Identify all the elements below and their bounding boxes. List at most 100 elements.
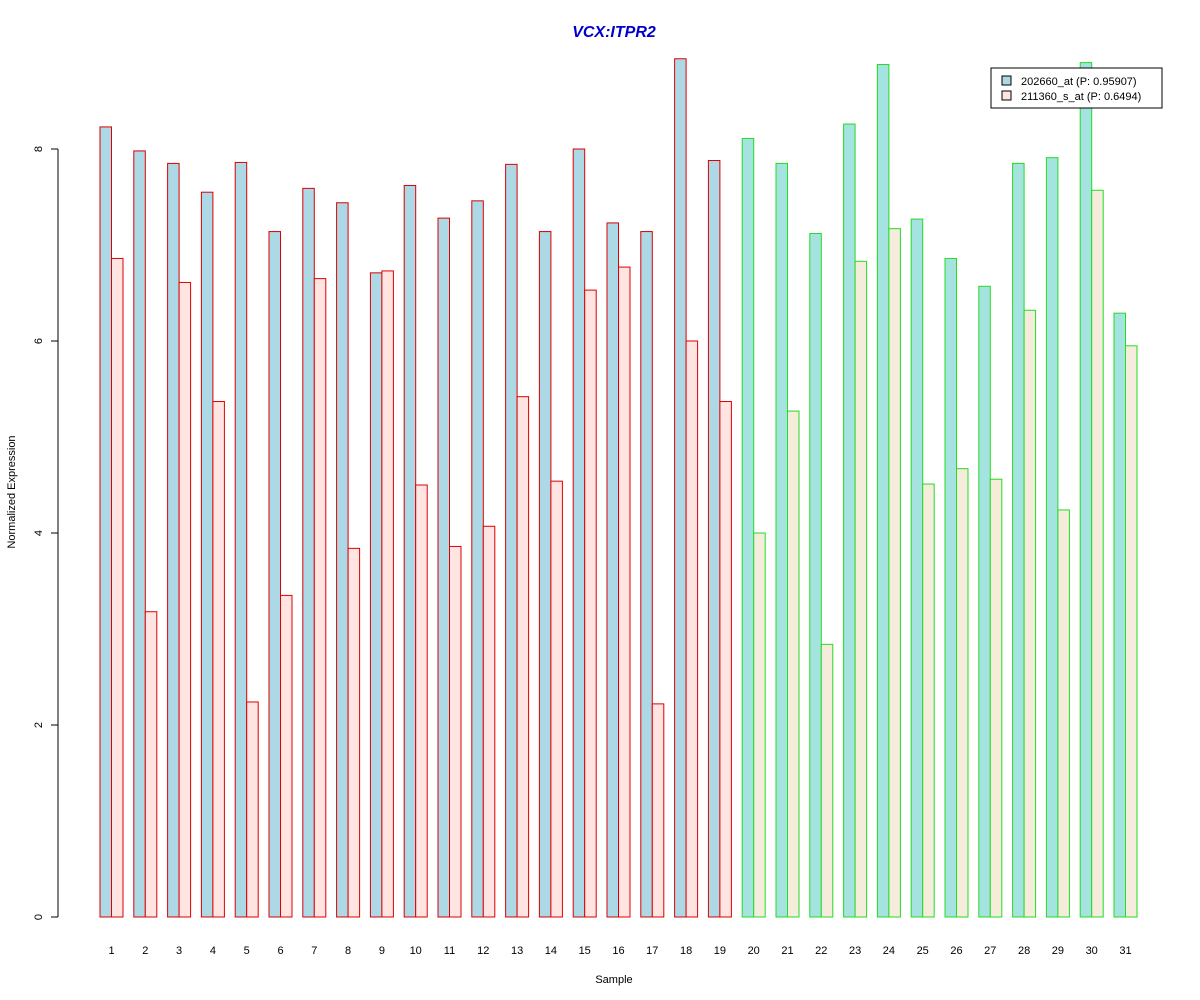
bar-sample-13-series-2 [516,396,530,918]
x-tick-label: 13 [511,945,523,957]
x-tick-label: 21 [781,945,793,957]
legend-label-series-2: 211360_s_at (P: 0.6494) [1021,91,1141,103]
bar-sample-19-series-1 [707,160,721,918]
bar-sample-4-series-2 [212,400,225,918]
x-tick-label: 4 [210,945,216,957]
bar-sample-26-series-2 [956,468,969,918]
x-tick-label: 22 [815,945,827,957]
bar-sample-9-series-1 [369,272,383,918]
bar-sample-22-series-2 [820,643,834,918]
bar-sample-3-series-1 [167,162,180,918]
x-tick-label: 28 [1018,945,1030,957]
bar-sample-23-series-1 [843,123,856,918]
bar-sample-4-series-1 [200,191,214,918]
x-tick-label: 12 [477,945,489,957]
bar-sample-1-series-2 [111,257,124,918]
x-tick-label: 6 [277,945,283,957]
bar-sample-25-series-1 [910,218,924,918]
bar-sample-7-series-1 [302,187,315,918]
bar-sample-24-series-2 [888,228,901,918]
bar-sample-6-series-2 [280,594,293,918]
legend: 202660_at (P: 0.95907) 211360_s_at (P: 0… [990,67,1163,109]
bar-sample-12-series-2 [482,525,496,918]
bar-sample-25-series-2 [922,483,935,918]
legend-label-series-1: 202660_at (P: 0.95907) [1021,76,1137,88]
bar-sample-17-series-1 [640,231,653,918]
bar-sample-17-series-2 [651,703,665,918]
bar-sample-5-series-2 [246,701,259,918]
x-tick-label: 16 [612,945,624,957]
x-tick-label: 20 [748,945,760,957]
bar-sample-29-series-1 [1045,157,1059,918]
x-tick-label: 14 [545,945,557,957]
bar-sample-9-series-2 [381,270,394,918]
x-tick-label: 29 [1052,945,1064,957]
bar-sample-28-series-1 [1012,162,1025,918]
bar-sample-16-series-2 [618,266,631,918]
x-tick-label: 15 [579,945,591,957]
bar-sample-11-series-1 [437,217,450,918]
bar-sample-14-series-1 [538,231,552,918]
bar-sample-13-series-1 [505,163,518,918]
x-tick-label: 8 [345,945,351,957]
bar-sample-10-series-2 [415,484,428,918]
x-tick-label: 30 [1086,945,1098,957]
x-tick-label: 7 [311,945,317,957]
bar-sample-18-series-2 [685,340,699,918]
bar-sample-21-series-1 [775,162,788,918]
y-axis: 0 2 4 6 8 [33,146,59,920]
bar-sample-8-series-1 [336,202,349,918]
bar-sample-6-series-1 [268,231,281,918]
x-tick-label: 11 [444,945,455,957]
x-tick-label: 1 [108,945,114,957]
legend-swatch-series-1 [1001,75,1012,86]
bar-sample-24-series-1 [876,64,890,918]
x-tick-label: 27 [984,945,996,957]
bar-sample-16-series-1 [606,222,619,918]
bar-sample-31-series-2 [1125,345,1138,918]
y-tick-label: 8 [33,146,45,152]
x-tick-label: 19 [714,945,726,957]
y-tick-label: 2 [33,722,45,728]
x-tick-label: 25 [917,945,929,957]
bar-sample-5-series-1 [234,161,248,918]
bar-sample-7-series-2 [313,278,327,918]
x-tick-label: 3 [176,945,182,957]
chart-title: VCX:ITPR2 [572,24,656,41]
x-axis-label: Sample [595,974,632,986]
bar-sample-20-series-2 [753,532,766,918]
bar-sample-15-series-1 [572,148,586,918]
bar-sample-22-series-1 [809,232,822,918]
bar-sample-1-series-1 [99,126,112,918]
y-axis-label: Normalized Expression [6,435,18,548]
x-tick-label: 2 [142,945,148,957]
legend-box [990,67,1163,109]
bar-sample-2-series-1 [133,150,146,918]
bar-sample-28-series-2 [1023,309,1037,918]
x-tick-label: 9 [379,945,385,957]
bar-sample-2-series-2 [144,611,158,918]
bar-sample-10-series-1 [403,184,417,918]
y-tick-label: 6 [33,338,45,344]
bar-sample-19-series-2 [719,400,732,918]
bar-sample-27-series-1 [978,285,991,918]
x-tick-label: 5 [244,945,250,957]
legend-swatch-series-2 [1001,90,1012,101]
bar-sample-8-series-2 [347,547,361,918]
x-tick-label: 23 [849,945,861,957]
bar-sample-15-series-2 [584,289,597,918]
bar-sample-21-series-2 [787,410,800,918]
x-tick-label: 24 [883,945,895,957]
bar-sample-29-series-2 [1057,509,1070,918]
bar-sample-31-series-1 [1113,312,1126,918]
bar-sample-26-series-1 [944,257,957,918]
x-tick-label: 26 [950,945,962,957]
x-tick-labels: 1 2 3 4 5 6 7 8 9 10 11 12 13 14 15 16 17 18 19 20 21 22 23 24 2… [108,945,1131,957]
bar-sample-20-series-1 [741,137,755,918]
bar-sample-11-series-2 [449,545,462,918]
bar-sample-30-series-2 [1091,189,1104,918]
bars-group [99,58,1138,918]
x-tick-label: 17 [646,945,658,957]
x-tick-label: 10 [410,945,422,957]
